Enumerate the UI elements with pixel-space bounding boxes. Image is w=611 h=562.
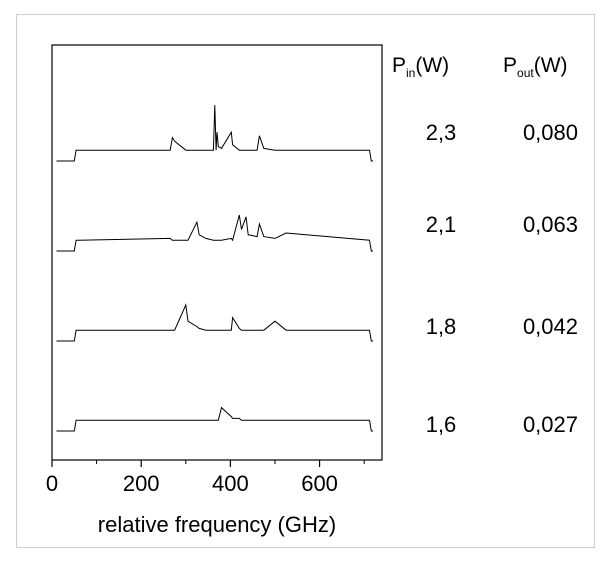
pout-subscript: out bbox=[517, 66, 534, 80]
pin-symbol: P bbox=[392, 54, 406, 77]
svg-text:Pout(W): Pout(W) bbox=[503, 54, 568, 80]
pout-value: 0,042 bbox=[523, 314, 578, 339]
pout-symbol: P bbox=[503, 54, 517, 77]
spectrum-trace bbox=[56, 303, 374, 342]
spectrum-trace bbox=[56, 406, 374, 432]
pout-value: 0,080 bbox=[523, 120, 578, 145]
pout-values-column: 0,080 0,063 0,042 0,027 bbox=[523, 120, 578, 437]
figure-frame bbox=[16, 14, 595, 548]
column-header-pin: Pin(W) bbox=[392, 54, 449, 80]
x-tick-label: 0 bbox=[46, 471, 58, 496]
pout-value: 0,027 bbox=[523, 412, 578, 437]
series-group bbox=[56, 105, 374, 432]
pin-value: 2,1 bbox=[426, 212, 457, 237]
pin-subscript: in bbox=[406, 66, 415, 80]
pout-unit: (W) bbox=[534, 54, 568, 77]
x-axis: 0 200 400 600 bbox=[46, 460, 365, 496]
x-tick-label: 200 bbox=[123, 471, 160, 496]
column-header-pout: Pout(W) bbox=[503, 54, 568, 80]
x-tick-label: 600 bbox=[301, 471, 338, 496]
x-axis-label: relative frequency (GHz) bbox=[98, 512, 336, 537]
pin-value: 2,3 bbox=[426, 120, 457, 145]
pin-value: 1,6 bbox=[426, 412, 457, 437]
pin-unit: (W) bbox=[415, 54, 449, 77]
plot-area bbox=[51, 44, 383, 461]
spectrum-trace bbox=[56, 214, 374, 252]
pin-value: 1,8 bbox=[426, 314, 457, 339]
svg-text:Pin(W): Pin(W) bbox=[392, 54, 449, 80]
spectrum-trace bbox=[56, 105, 374, 162]
x-tick-label: 400 bbox=[212, 471, 249, 496]
pout-value: 0,063 bbox=[523, 212, 578, 237]
pin-values-column: 2,3 2,1 1,8 1,6 bbox=[426, 120, 457, 437]
